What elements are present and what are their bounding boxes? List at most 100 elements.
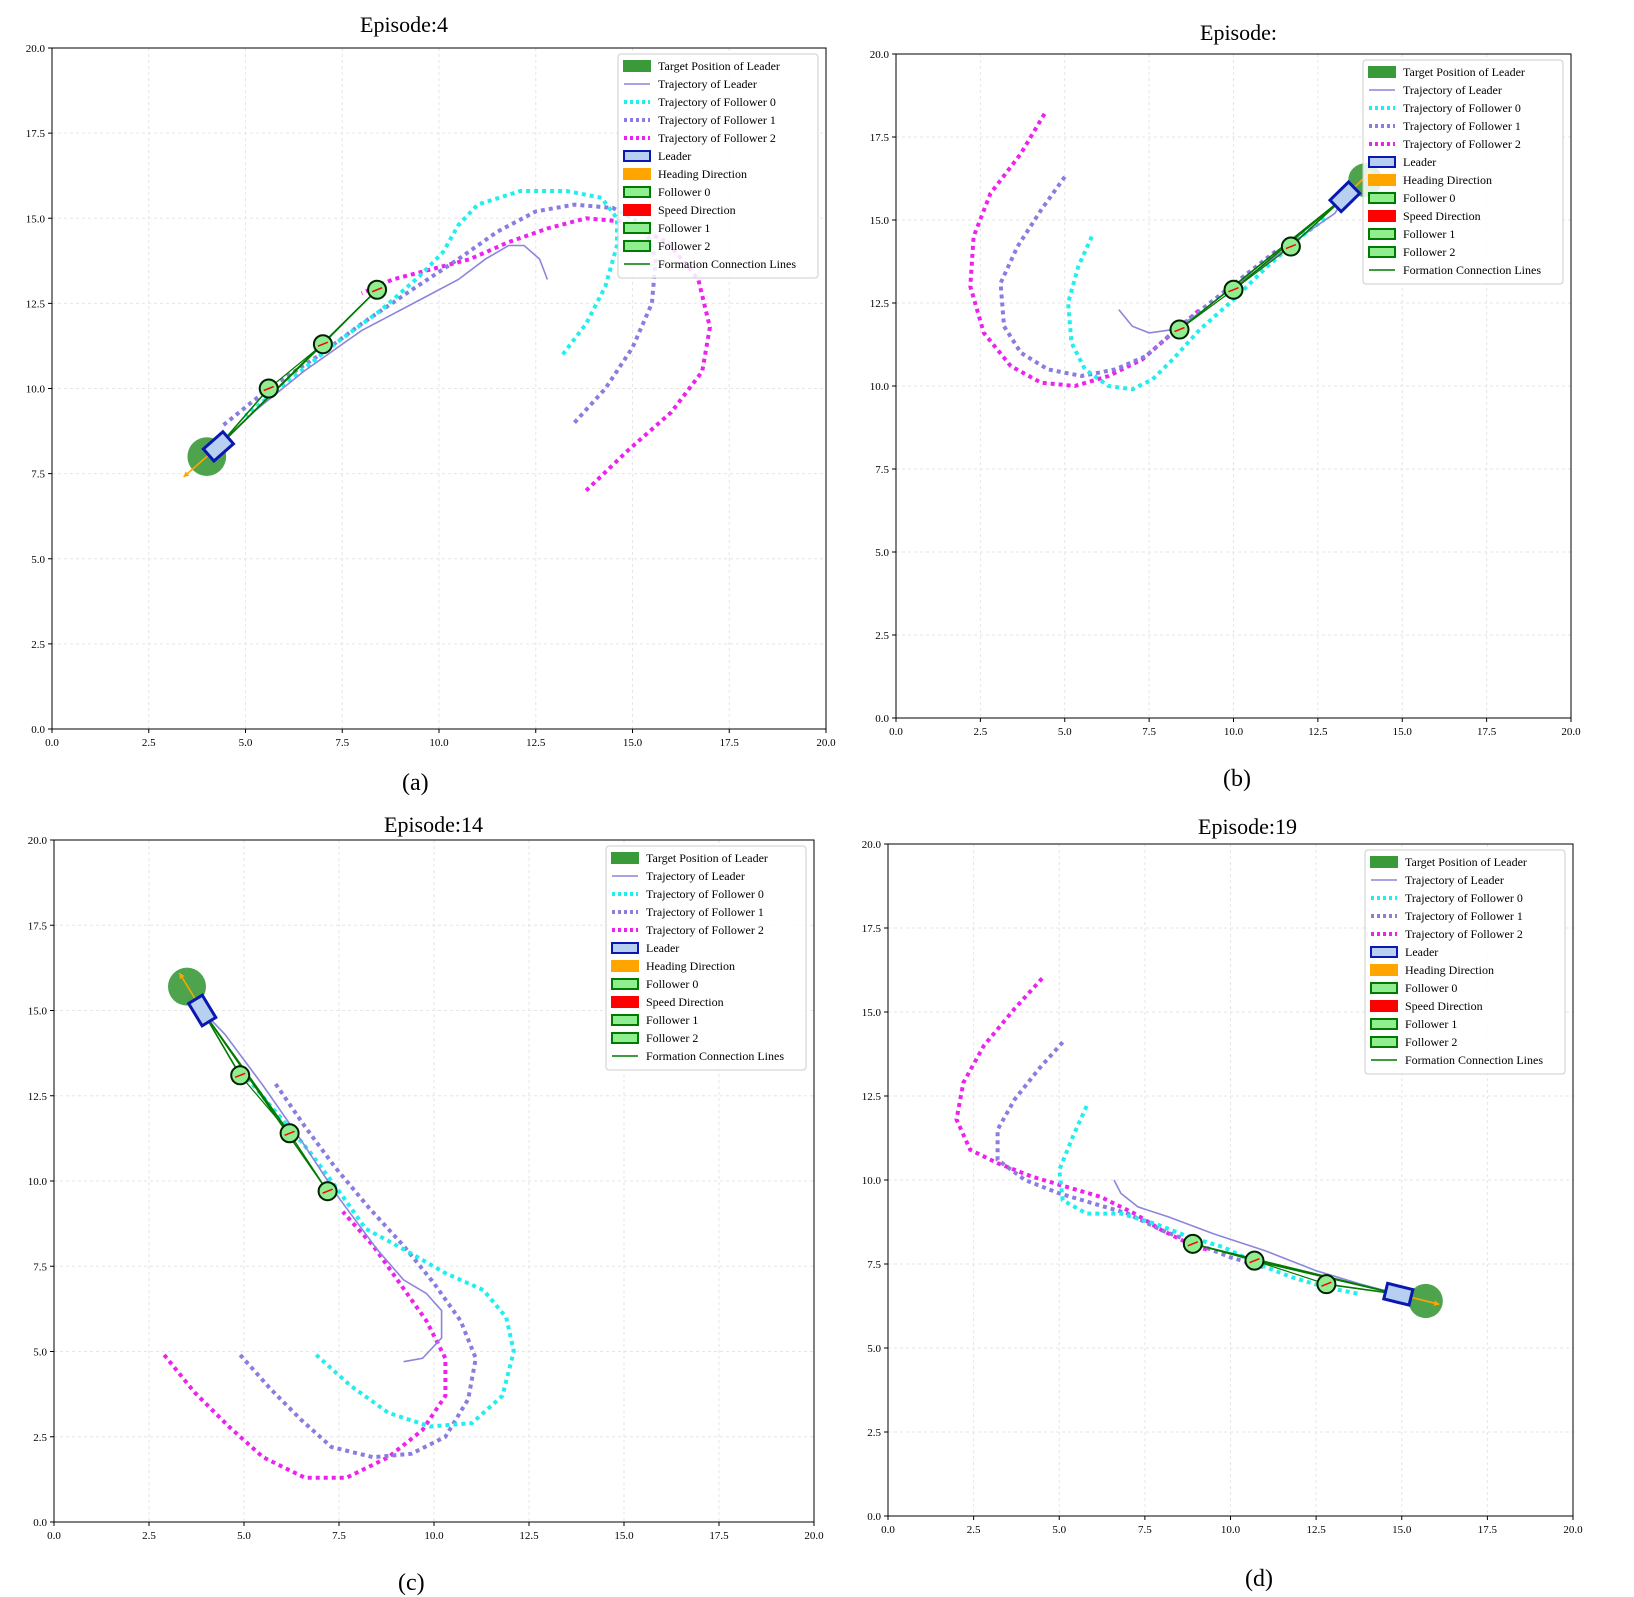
x-tick-label: 2.5 (967, 1524, 981, 1536)
y-tick-label: 5.0 (33, 1347, 47, 1359)
chart-title: Episode:4 (360, 12, 448, 37)
speed-arrow (1228, 287, 1239, 293)
y-tick-label: 5.0 (875, 547, 889, 559)
x-tick-label: 0.0 (45, 737, 59, 749)
legend-label: Formation Connection Lines (1405, 1053, 1543, 1067)
y-tick-label: 10.0 (26, 384, 46, 396)
y-tick-label: 7.5 (875, 464, 889, 476)
chart-caption: (c) (398, 1570, 425, 1596)
legend-label: Trajectory of Follower 0 (1405, 891, 1523, 905)
y-tick-label: 17.5 (870, 132, 890, 144)
y-tick-label: 2.5 (875, 630, 889, 642)
legend-box (605, 845, 807, 1071)
legend-swatch (623, 222, 651, 234)
speed-arrow (322, 1188, 333, 1194)
y-tick-label: 7.5 (33, 1261, 47, 1273)
heading-arrowhead (1433, 1300, 1440, 1306)
x-tick-label: 15.0 (1392, 1524, 1412, 1536)
legend-label: Follower 1 (1405, 1017, 1457, 1031)
y-tick-label: 17.5 (28, 920, 48, 932)
legend-swatch (611, 1014, 639, 1026)
chart-title: Episode: (1200, 20, 1277, 45)
heading-arrowhead (183, 471, 190, 478)
legend-label: Follower 1 (646, 1013, 698, 1027)
legend-label: Target Position of Leader (1405, 855, 1527, 869)
x-tick-label: 12.5 (1307, 1524, 1327, 1536)
speed-arrow (263, 385, 274, 392)
legend-label: Trajectory of Follower 1 (658, 113, 776, 127)
follower-1-trajectory (238, 1080, 478, 1460)
legend-label: Trajectory of Leader (646, 869, 745, 883)
y-tick-label: 10.0 (870, 381, 890, 393)
leader-marker (201, 429, 236, 464)
follower-1-trajectory (998, 175, 1279, 379)
legend-swatch (1368, 66, 1396, 78)
legend-label: Target Position of Leader (646, 851, 768, 865)
legend-label: Follower 1 (658, 221, 710, 235)
formation-line (201, 1010, 329, 1192)
follower-0-trajectory (234, 1063, 516, 1429)
speed-arrow (1249, 1257, 1260, 1264)
y-tick-label: 7.5 (867, 1259, 881, 1271)
legend-swatch (1368, 228, 1396, 240)
formation-line (1233, 246, 1292, 291)
chart-caption: (a) (402, 770, 429, 796)
follower-2-trajectory (968, 112, 1202, 389)
legend-label: Trajectory of Follower 0 (658, 95, 776, 109)
legend-swatch (623, 240, 651, 252)
x-tick-label: 20.0 (1563, 1524, 1583, 1536)
leader-marker (1327, 179, 1362, 214)
x-tick-label: 15.0 (1393, 726, 1413, 738)
x-tick-label: 0.0 (889, 726, 903, 738)
x-tick-label: 0.0 (47, 1530, 61, 1542)
legend: Target Position of Leader Trajectory of L… (1362, 59, 1564, 285)
legend-label: Heading Direction (646, 959, 735, 973)
follower-0-trajectory (1057, 1105, 1362, 1297)
y-tick-label: 2.5 (867, 1427, 881, 1439)
y-tick-label: 20.0 (870, 49, 890, 61)
chart-svg: 0.0 2.5 5.0 7.5 10.0 12.5 15.0 17.5 20.0 0.0 2.5 5.… (26, 43, 836, 749)
legend-swatch (611, 960, 639, 972)
chart-caption: (b) (1223, 766, 1251, 792)
follower-2-trajectory (954, 977, 1211, 1253)
x-tick-label: 7.5 (332, 1530, 346, 1542)
speed-arrow (1187, 1241, 1199, 1247)
legend: Target Position of Leader Trajectory of L… (1364, 849, 1566, 1075)
legend-swatch (1368, 156, 1396, 168)
x-tick-label: 5.0 (239, 737, 253, 749)
legend-label: Follower 2 (646, 1031, 698, 1045)
legend-swatch (1370, 946, 1398, 958)
legend-label: Follower 0 (1403, 191, 1455, 205)
legend-label: Leader (1405, 945, 1438, 959)
legend-label: Trajectory of Follower 2 (646, 923, 764, 937)
legend-swatch (1370, 964, 1398, 976)
legend-label: Speed Direction (646, 995, 724, 1009)
y-tick-label: 7.5 (31, 469, 45, 481)
chart-panel-a: Episode:4 0.0 2.5 5.0 7.5 10.0 12.5 15.0 17.5 20… (0, 0, 836, 800)
legend-label: Follower 0 (658, 185, 710, 199)
leader-trajectory (217, 244, 549, 447)
y-tick-label: 10.0 (862, 1175, 882, 1187)
legend-swatch (1368, 246, 1396, 258)
chart-panel-d: 0.0 2.5 5.0 7.5 10.0 12.5 15.0 17.5 20.0 0.0 2.5 5.… (840, 800, 1634, 1597)
speed-arrow (1321, 1281, 1332, 1287)
legend-label: Formation Connection Lines (658, 257, 796, 271)
legend-label: Follower 2 (1405, 1035, 1457, 1049)
leader-marker (1381, 1281, 1415, 1307)
x-tick-label: 20.0 (1561, 726, 1581, 738)
formation-line (1254, 1260, 1327, 1285)
y-tick-label: 15.0 (28, 1006, 48, 1018)
y-tick-label: 5.0 (867, 1343, 881, 1355)
legend-label: Trajectory of Follower 2 (1403, 137, 1521, 151)
y-tick-label: 0.0 (31, 724, 45, 736)
legend-swatch (1370, 856, 1398, 868)
follower-1-trajectory (995, 1040, 1266, 1270)
legend-label: Trajectory of Follower 1 (1405, 909, 1523, 923)
chart-svg: 0.0 2.5 5.0 7.5 10.0 12.5 15.0 17.5 20.0 0.0 2.5 5.… (28, 835, 824, 1542)
x-tick-label: 0.0 (881, 1524, 895, 1536)
x-tick-label: 12.5 (519, 1530, 539, 1542)
formation-line (322, 289, 378, 345)
follower-2-trajectory (360, 216, 712, 493)
x-tick-label: 17.5 (1478, 1524, 1498, 1536)
legend-label: Trajectory of Follower 2 (1405, 927, 1523, 941)
